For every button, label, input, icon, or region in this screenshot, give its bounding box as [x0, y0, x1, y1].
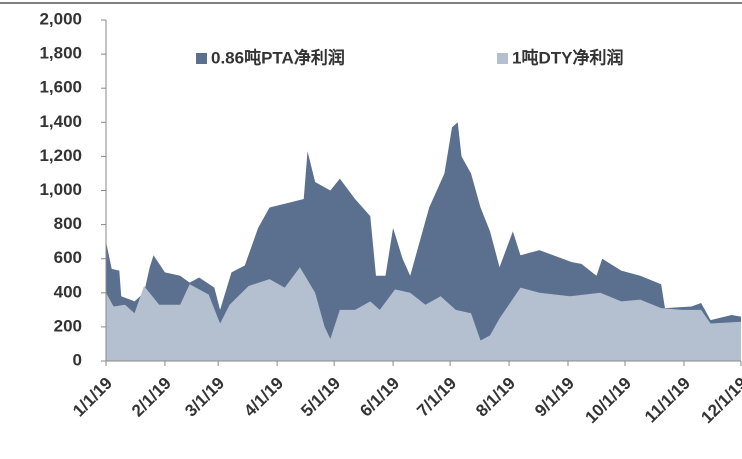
y-tick-label: 1,200: [39, 146, 82, 165]
y-tick-label: 0: [73, 350, 82, 369]
legend-swatch: [497, 53, 508, 64]
area: [106, 267, 741, 361]
x-tick-label: 6/1/19: [356, 374, 403, 421]
y-tick-label: 600: [54, 248, 82, 267]
legend-label: 0.86吨PTA净利润: [211, 47, 345, 67]
y-tick-label: 800: [54, 214, 82, 233]
x-tick-label: 8/1/19: [472, 374, 519, 421]
x-tick-label: 5/1/19: [297, 374, 344, 421]
y-tick-label: 200: [54, 316, 82, 335]
legend-label: 1吨DTY净利润: [512, 47, 623, 67]
y-tick-label: 400: [54, 282, 82, 301]
y-tick-label: 1,400: [39, 112, 82, 131]
legend-swatch: [196, 53, 207, 64]
y-tick-label: 1,800: [39, 44, 82, 63]
x-tick-label: 3/1/19: [181, 374, 228, 421]
x-tick-label: 7/1/19: [413, 374, 460, 421]
y-tick-label: 2,000: [39, 9, 82, 28]
x-tick-label: 1/1/19: [69, 374, 116, 421]
x-tick-label: 4/1/19: [240, 374, 287, 421]
y-tick-label: 1,000: [39, 180, 82, 199]
x-tick-label: 9/1/19: [531, 374, 578, 421]
y-tick-label: 1,600: [39, 78, 82, 97]
x-tick-label: 11/1/19: [641, 374, 694, 427]
x-tick-label: 10/1/19: [581, 374, 635, 428]
x-tick-label: 2/1/19: [128, 374, 175, 421]
x-tick-label: 12/1/19: [697, 374, 742, 428]
